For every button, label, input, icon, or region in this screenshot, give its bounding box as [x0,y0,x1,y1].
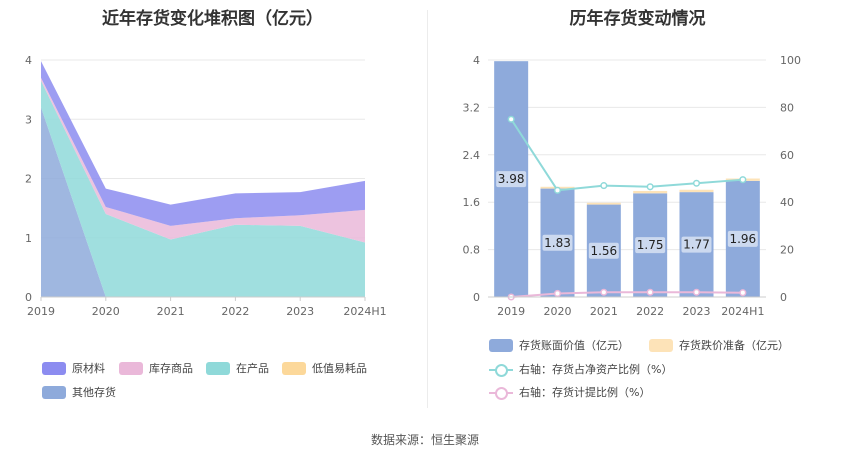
legend-item-provision-ratio[interactable]: 右轴：存货计提比例（%） [489,384,650,400]
legend-swatch [489,363,513,377]
legend-item-finished-goods[interactable]: 库存商品 [119,360,193,376]
bar-data-label: 1.75 [637,238,664,252]
bar-data-label: 3.98 [498,172,525,186]
point-inventory-ratio [739,176,747,184]
right-chart-title: 历年存货变动情况 [569,9,706,29]
bar-data-label: 1.96 [729,232,756,246]
legend-label: 右轴：存货占净资产比例（%） [519,363,673,376]
left-areas [41,61,365,298]
right-y-right-tick-label: 0 [780,291,787,304]
legend-item-raw-materials[interactable]: 原材料 [42,360,105,376]
right-x-tick-label: 2020 [544,305,572,318]
legend-item-other-inventory[interactable]: 其他存货 [42,384,116,400]
left-chart-title: 近年存货变化堆积图（亿元） [102,9,323,29]
right-x-tick-label: 2022 [636,305,664,318]
bar-impairment [679,189,714,193]
legend-swatch [119,361,143,375]
left-y-tick-label: 4 [25,54,32,67]
point-inventory-ratio [553,186,562,194]
right-y-left-tick-label: 0 [473,291,480,304]
bar-data-label: 1.77 [683,238,710,252]
right-grid [488,59,766,298]
left-x-tick-label: 2022 [221,305,249,318]
legend-swatch [42,361,66,375]
bar-label-bg [496,171,527,188]
point-provision-ratio [739,289,747,297]
area-series-0 [41,107,365,298]
point-inventory-ratio [507,115,515,123]
right-x-tick-label: 2023 [683,305,711,318]
legend-item-impairment[interactable]: 存货跌价准备（亿元） [649,337,789,353]
bar-label-bg [542,234,573,251]
right-x-tick-label: 2021 [590,305,618,318]
legend-swatch [42,385,66,399]
point-provision-ratio [692,288,701,296]
bar-impairment [586,202,621,205]
legend-item-low-value-consumables[interactable]: 低值易耗品 [282,360,367,376]
left-y-tick-label: 3 [25,113,32,126]
legend-swatch [489,386,513,400]
left-x-tick-label: 2023 [286,305,314,318]
legend-item-inventory-ratio[interactable]: 右轴：存货占净资产比例（%） [489,361,672,377]
legend-label: 右轴：存货计提比例（%） [519,386,651,399]
point-inventory-ratio [646,183,654,191]
data-source: 数据来源：恒生聚源 [370,433,479,447]
legend-label: 在产品 [236,362,269,375]
chart-divider [427,10,428,408]
legend-label: 存货账面价值（亿元） [519,339,629,352]
right-y-left-tick-label: 2.4 [463,149,481,162]
left-y-tick-label: 2 [25,173,32,186]
area-series-4 [41,61,365,226]
right-y-right-tick-label: 60 [780,149,794,162]
left-x-tick-label: 2020 [92,305,120,318]
bar-data-label: 1.83 [544,236,571,250]
left-y-tick-label: 1 [25,232,32,245]
left-y-tick-label: 0 [25,291,32,304]
right-y-right-tick-label: 40 [780,196,794,209]
right-x-tick-label: 2019 [497,305,525,318]
bar-data-label: 1.56 [590,244,617,258]
right-lines [507,115,747,301]
right-bars: 3.98 1.83 1.56 1.75 1.77 1.96 [494,61,760,298]
right-y-right-tick-label: 80 [780,101,794,114]
line-inventory-ratio [510,118,743,192]
point-inventory-ratio [692,179,701,187]
legend-label: 低值易耗品 [312,362,367,375]
area-series-3 [41,77,365,243]
legend-swatch [649,338,673,352]
point-provision-ratio [600,288,608,296]
bar-label-bg [635,237,666,254]
bar-label-bg [588,242,619,259]
right-x-tick-label: 2024H1 [721,305,764,318]
right-y-right-tick-label: 100 [780,54,801,67]
right-y-right-tick-label: 20 [780,244,794,257]
right-y-left-tick-label: 4 [473,54,480,67]
right-y-left-tick-label: 3.2 [463,101,481,114]
bar-impairment [633,190,668,194]
bar-label-bg [681,236,712,253]
left-axis: 0 1 2 3 4 2019 2020 2021 2022 2023 2024H1 [25,54,387,318]
left-x-tick-label: 2021 [157,305,185,318]
legend-swatch [206,361,230,375]
legend-label: 其他存货 [72,386,116,399]
right-y-left-tick-label: 0.8 [463,244,481,257]
legend-label: 存货跌价准备（亿元） [679,339,789,352]
legend-item-book-value[interactable]: 存货账面价值（亿元） [489,337,629,353]
point-inventory-ratio [600,182,608,190]
right-axis: 0 0 0.8 20 1.6 40 2.4 60 3.2 80 4 100 2019 2020 2021 20… [463,54,802,318]
right-y-left-tick-label: 1.6 [463,196,481,209]
left-x-tick-label: 2019 [27,305,55,318]
point-provision-ratio [646,288,654,296]
legend-swatch [282,361,306,375]
left-x-tick-label: 2024H1 [343,305,386,318]
area-series-1 [41,80,365,297]
legend-item-wip[interactable]: 在产品 [206,360,269,376]
bar-label-bg [727,230,758,247]
legend-label: 原材料 [72,362,105,375]
legend-swatch [489,338,513,352]
point-provision-ratio [553,289,562,297]
legend-label: 库存商品 [149,362,193,375]
line-provision-ratio [511,291,743,298]
